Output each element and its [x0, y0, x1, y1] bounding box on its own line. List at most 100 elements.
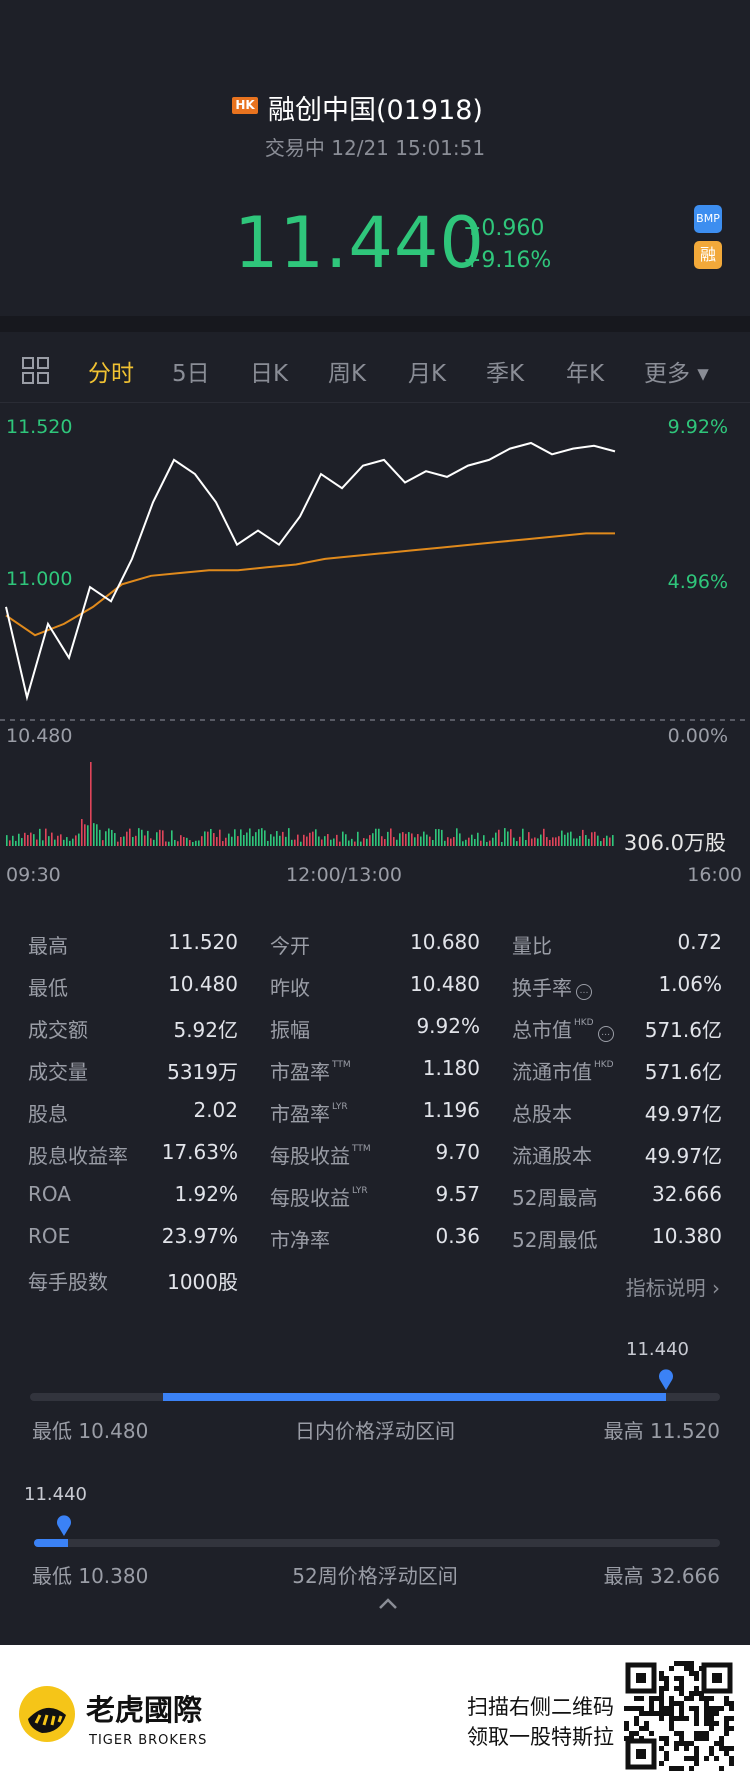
stat-label-text: 换手率: [512, 976, 572, 1000]
volume-bar: [396, 839, 398, 846]
volume-bar: [174, 839, 176, 846]
layout-grid-icon[interactable]: [22, 357, 50, 385]
volume-bar: [330, 839, 332, 846]
volume-bar: [84, 824, 86, 846]
volume-bar: [117, 841, 119, 846]
volume-bar: [288, 828, 290, 846]
volume-bar: [465, 839, 467, 846]
volume-bar: [291, 839, 293, 846]
y-axis-mid-price: 11.000: [6, 568, 73, 590]
margin-badge[interactable]: 融: [694, 241, 722, 269]
volume-bar: [549, 839, 551, 846]
brand-name-cn: 老虎國際: [86, 1693, 203, 1727]
volume-bar: [297, 834, 299, 846]
stat-value: 32.666: [652, 1182, 722, 1206]
volume-bar: [159, 829, 161, 846]
x-axis-end: 16:00: [687, 864, 742, 886]
volume-bar: [405, 833, 407, 846]
volume-bar: [141, 829, 143, 846]
volume-bar: [519, 836, 521, 846]
volume-bar: [36, 839, 38, 846]
last-price: 11.440: [234, 202, 485, 284]
volume-bar: [114, 833, 116, 846]
info-icon[interactable]: …: [597, 1026, 614, 1042]
intraday-chart[interactable]: [0, 404, 750, 884]
volume-bar: [243, 835, 245, 846]
volume-bar: [135, 835, 137, 846]
tab-daily-k[interactable]: 日K: [250, 361, 289, 387]
volume-bar: [201, 836, 203, 846]
volume-bar: [216, 836, 218, 846]
volume-bar: [459, 833, 461, 846]
volume-bar: [342, 831, 344, 846]
volume-bar: [360, 841, 362, 846]
tab-weekly-k[interactable]: 周K: [328, 361, 367, 387]
indicator-explain-link[interactable]: 指标说明 ›: [625, 1276, 720, 1300]
volume-bar: [249, 828, 251, 846]
price-change: +0.960: [463, 216, 545, 241]
volume-bar: [504, 828, 506, 846]
tab-quarterly-k[interactable]: 季K: [486, 361, 525, 387]
stat-label-text: 流通股本: [512, 1144, 592, 1168]
volume-bar: [192, 841, 194, 846]
volume-bar: [24, 832, 26, 846]
stat-sup-tag: HKD: [594, 1060, 614, 1070]
y-axis-top-pct: 9.92%: [667, 416, 728, 438]
volume-bar: [147, 830, 149, 846]
volume-bar: [63, 839, 65, 846]
volume-bar: [387, 831, 389, 846]
volume-bar: [357, 831, 359, 846]
volume-bar: [588, 838, 590, 846]
stat-sup-tag: TTM: [332, 1060, 351, 1070]
tab-intraday[interactable]: 分时: [88, 361, 134, 387]
volume-bar: [453, 837, 455, 846]
chevron-up-icon[interactable]: [377, 1597, 399, 1611]
volume-bar: [9, 840, 11, 846]
volume-bar: [432, 840, 434, 846]
volume-bar: [501, 841, 503, 846]
volume-bar: [156, 832, 158, 846]
volume-bar: [351, 838, 353, 846]
volume-bar: [57, 835, 59, 846]
volume-bar: [180, 835, 182, 846]
stat-label-text: 流通市值: [512, 1060, 592, 1084]
tab-yearly-k[interactable]: 年K: [566, 361, 605, 387]
volume-bar: [72, 838, 74, 846]
stat-label: 量比: [512, 930, 552, 959]
tab-monthly-k[interactable]: 月K: [408, 361, 447, 387]
volume-bar: [489, 840, 491, 846]
chart-period-tabs: 分时 5日 日K 周K 月K 季K 年K 更多 ▾: [0, 332, 750, 403]
day-range-fill: [163, 1393, 666, 1401]
stat-value: 1.06%: [658, 972, 722, 996]
tiger-logo-icon: [19, 1686, 75, 1742]
stat-label: 每手股数: [28, 1266, 108, 1295]
y-axis-top-price: 11.520: [6, 416, 73, 438]
volume-bar: [561, 830, 563, 846]
stat-value: 9.70: [435, 1140, 480, 1164]
volume-bar: [96, 824, 98, 846]
tab-more[interactable]: 更多 ▾: [644, 361, 709, 387]
stat-label-text: 今开: [270, 934, 310, 958]
volume-bar: [219, 829, 221, 846]
volume-bar: [45, 828, 47, 846]
info-icon[interactable]: …: [576, 984, 592, 1000]
price-line: [5, 441, 616, 702]
stat-label-text: 52周最高: [512, 1186, 598, 1210]
stat-value: 0.72: [677, 930, 722, 954]
volume-bar: [450, 838, 452, 846]
volume-bar: [609, 837, 611, 846]
volume-bar: [318, 836, 320, 846]
stat-value: 571.6亿: [644, 1060, 722, 1084]
tab-5day[interactable]: 5日: [172, 361, 210, 387]
volume-bar: [309, 832, 311, 846]
x-axis-start: 09:30: [6, 864, 61, 886]
volume-bar: [582, 829, 584, 846]
volume-bar: [108, 828, 110, 846]
volume-bar: [369, 835, 371, 846]
bmp-badge[interactable]: BMP: [694, 205, 722, 233]
stat-value: 5.92亿: [173, 1018, 238, 1042]
volume-bar: [21, 838, 23, 846]
volume-bar: [60, 834, 62, 846]
volume-bar: [543, 828, 545, 846]
volume-bar: [426, 834, 428, 846]
